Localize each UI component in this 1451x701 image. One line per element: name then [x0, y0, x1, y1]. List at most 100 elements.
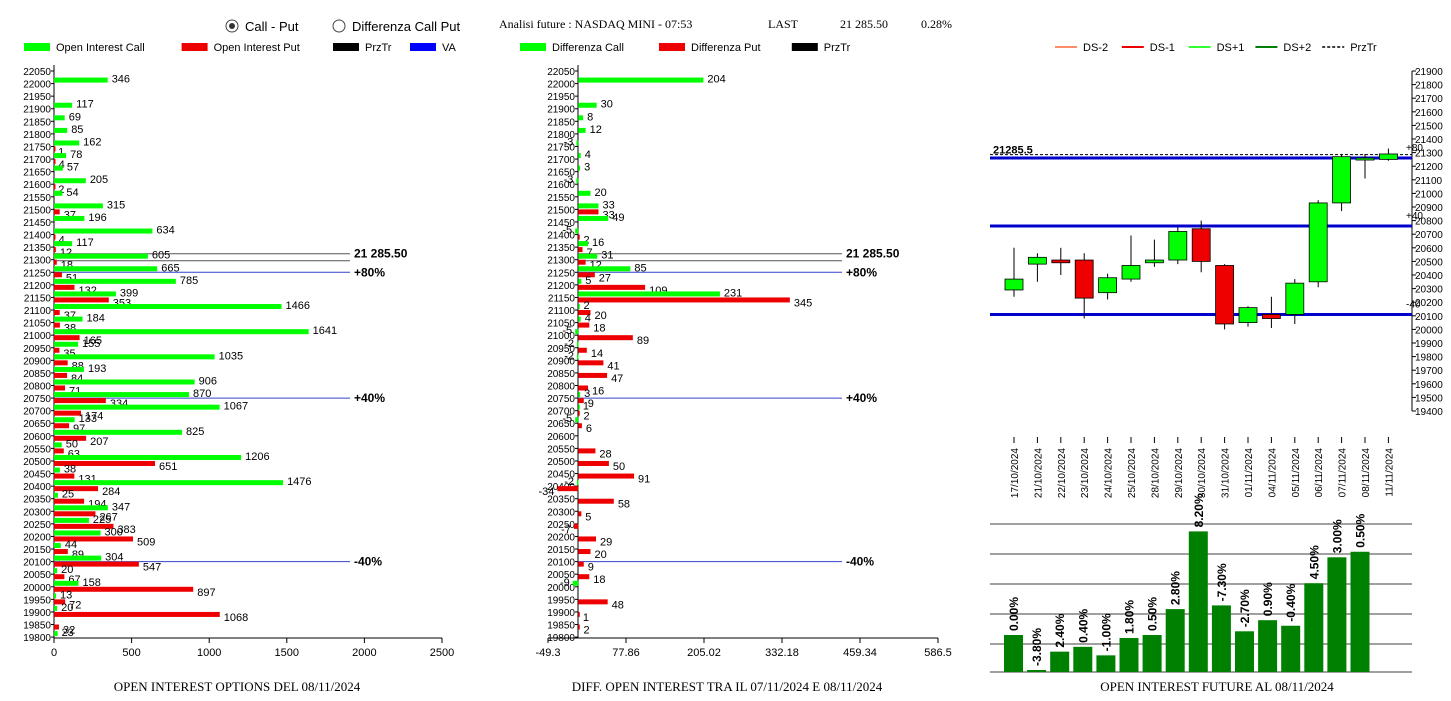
candle-legend-label: DS+1 — [1217, 42, 1245, 54]
diff-tick-label: 21500 — [547, 205, 575, 216]
future-bar — [1211, 605, 1231, 672]
oi-put-bar — [54, 549, 68, 555]
oi-tick-label: 21600 — [23, 180, 51, 191]
diff-put-label: 7 — [587, 247, 593, 259]
oi-tick-label: 21000 — [23, 331, 51, 342]
candle-xtick-label: 21/10/2024 — [1033, 448, 1044, 498]
diff-put-label: 2 — [583, 625, 589, 637]
oi-call-label: 158 — [83, 577, 101, 589]
oi-call-bar — [54, 304, 282, 310]
diff-call-bar — [578, 291, 720, 297]
diff-call-label: -5 — [562, 225, 572, 237]
diff-tick-label: 20300 — [547, 507, 575, 518]
diff-tick-label: 21950 — [547, 92, 575, 103]
oi-call-label: 825 — [186, 426, 204, 438]
diff-tick-label: 21600 — [547, 180, 575, 191]
diff-legend-label: Differenza Call — [552, 42, 624, 54]
diff-call-bar — [578, 266, 631, 272]
oi-xtick-label: 1000 — [197, 647, 221, 659]
oi-call-bar — [54, 580, 79, 586]
diff-call-label: 3 — [584, 162, 590, 174]
diff-put-bar — [578, 259, 586, 265]
diff-ref-label: -40% — [846, 555, 874, 569]
oi-put-bar — [54, 234, 56, 240]
oi-put-bar — [54, 385, 66, 391]
diff-put-label: 20 — [595, 310, 607, 322]
oi-put-bar — [54, 272, 62, 278]
candle-xtick-label: 29/10/2024 — [1174, 448, 1185, 498]
oi-call-bar — [54, 316, 83, 322]
diff-put-bar — [578, 347, 587, 353]
oi-tick-label: 20250 — [23, 520, 51, 531]
diff-put-label: -7 — [561, 524, 571, 536]
radio-diff-label[interactable]: Differenza Call Put — [352, 19, 461, 34]
oi-put-label: 4 — [59, 159, 65, 171]
candle-xtick-label: 01/11/2024 — [1244, 448, 1255, 498]
oi-call-label: 78 — [70, 149, 82, 161]
radio-call-put-label[interactable]: Call - Put — [245, 19, 299, 34]
diff-xtick-label: -49.3 — [535, 647, 560, 659]
future-bar — [1327, 557, 1347, 672]
oi-tick-label: 21650 — [23, 168, 51, 179]
diff-xtick-label: 459.34 — [843, 647, 877, 659]
diff-call-bar — [578, 253, 598, 259]
oi-tick-label: 19850 — [23, 621, 51, 632]
diff-call-label: 33 — [602, 199, 614, 211]
oi-call-bar — [54, 354, 215, 360]
candle-body — [1028, 256, 1047, 265]
candle-xtick-label: 17/10/2024 — [1010, 448, 1021, 498]
oi-put-bar — [54, 284, 75, 290]
candle-ytick-label: 20400 — [1415, 271, 1443, 282]
diff-put-label: 345 — [794, 297, 812, 309]
diff-put-label: 28 — [599, 448, 611, 460]
oi-put-bar — [54, 624, 59, 630]
diff-put-label: 18 — [593, 323, 605, 335]
radio-diff[interactable] — [332, 19, 346, 33]
diff-put-bar — [578, 209, 599, 215]
diff-call-bar — [578, 304, 580, 310]
change-value: 0.28% — [921, 17, 952, 31]
oi-put-bar — [54, 460, 156, 466]
oi-call-label: 54 — [66, 187, 78, 199]
oi-call-bar — [54, 241, 73, 247]
oi-put-label: 651 — [159, 461, 177, 473]
oi-tick-label: 21500 — [23, 205, 51, 216]
diff-call-label: 30 — [601, 99, 613, 111]
diff-call-bar — [578, 278, 582, 284]
diff-legend-swatch — [520, 43, 546, 51]
oi-call-label: 785 — [180, 275, 198, 287]
oi-call-label: 69 — [69, 111, 81, 123]
oi-legend-swatch — [181, 43, 208, 51]
oi-call-label: 205 — [90, 174, 108, 186]
oi-call-bar — [54, 492, 58, 498]
oi-call-bar — [54, 291, 116, 297]
diff-call-label: 8 — [587, 111, 593, 123]
diff-put-bar — [578, 398, 584, 404]
diff-tick-label: 21700 — [547, 155, 575, 166]
diff-put-label: 2 — [583, 411, 589, 423]
diff-put-bar — [578, 310, 591, 316]
oi-xtick-label: 500 — [122, 647, 140, 659]
oi-tick-label: 21350 — [23, 243, 51, 254]
diff-put-label: 29 — [600, 536, 612, 548]
oi-call-bar — [54, 442, 62, 448]
future-bar-label: -7.30% — [1215, 563, 1229, 601]
diff-tick-label: 21300 — [547, 256, 575, 267]
diff-tick-label: 21450 — [547, 218, 575, 229]
diff-put-bar — [578, 247, 583, 253]
future-bar-label: -3.80% — [1030, 628, 1044, 666]
candle-xtick-label: 04/11/2024 — [1267, 448, 1278, 498]
oi-tick-label: 20650 — [23, 419, 51, 430]
oi-xtick-label: 1500 — [275, 647, 299, 659]
radio-call-put-dot — [229, 23, 235, 29]
oi-put-label: 509 — [137, 536, 155, 548]
diff-tick-label: 20950 — [547, 344, 575, 355]
oi-put-bar — [54, 372, 68, 378]
oi-call-label: 315 — [107, 199, 125, 211]
diff-xtick-label: 205.02 — [687, 647, 721, 659]
diff-put-bar — [578, 385, 589, 391]
diff-call-label: -2 — [564, 350, 574, 362]
oi-call-bar — [54, 190, 63, 196]
diff-call-label: 49 — [612, 212, 624, 224]
oi-tick-label: 19950 — [23, 595, 51, 606]
